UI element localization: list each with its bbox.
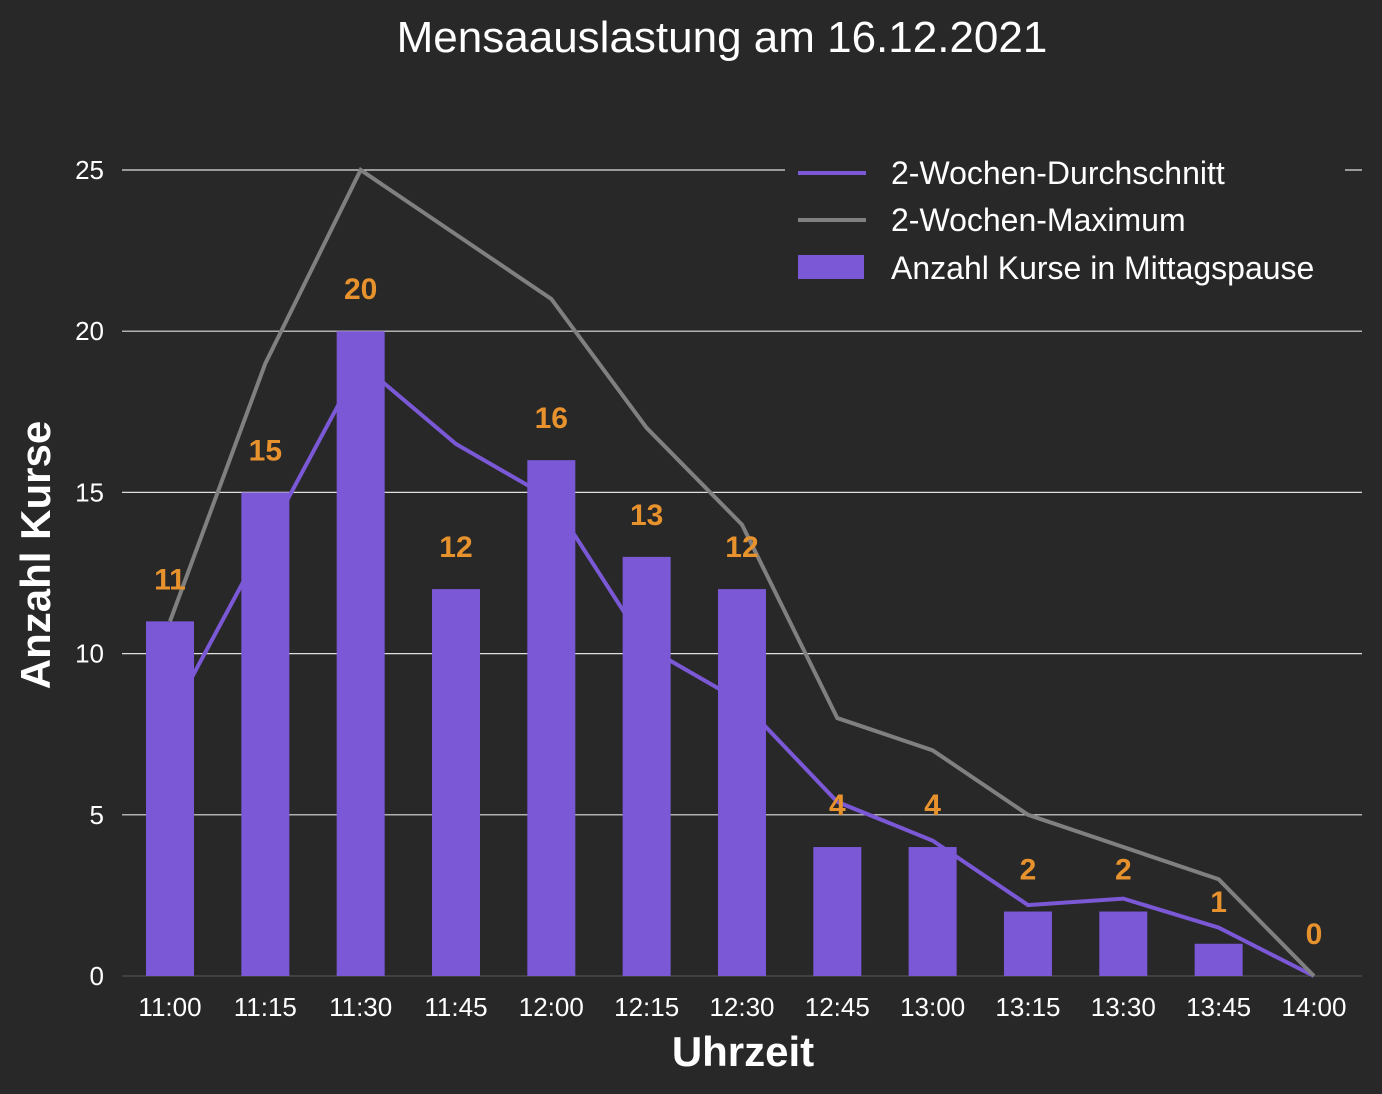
bar-value-label: 11: [154, 563, 186, 596]
bar: [527, 460, 576, 976]
legend-label-kurse: Anzahl Kurse in Mittagspause: [891, 250, 1314, 286]
x-tick-label: 11:30: [329, 992, 392, 1022]
y-tick-label: 0: [90, 961, 104, 991]
bar-value-label: 0: [1306, 918, 1323, 951]
x-tick-label: 12:30: [709, 992, 774, 1022]
bar-value-label: 2: [1020, 854, 1037, 887]
bar: [717, 589, 766, 976]
legend-swatch-kurse: [798, 255, 864, 279]
y-tick-label: 10: [75, 639, 104, 669]
bar: [622, 556, 671, 976]
y-axis-ticks: 0 5 10 15 20 25: [75, 155, 104, 991]
chart-title: Mensaauslastung am 16.12.2021: [397, 13, 1048, 62]
x-tick-label: 13:00: [900, 992, 965, 1022]
bar-series: [146, 331, 1243, 976]
bar-value-label: 2: [1115, 854, 1132, 887]
x-tick-label: 12:00: [519, 992, 584, 1022]
bar-value-label: 12: [439, 531, 472, 564]
legend: 2-Wochen-Durchschnitt 2-Wochen-Maximum A…: [785, 150, 1345, 288]
bar: [1194, 943, 1243, 976]
line-durchschnitt: [168, 360, 1315, 978]
bar: [336, 331, 385, 976]
x-tick-label: 13:15: [995, 992, 1060, 1022]
bar: [1003, 911, 1052, 976]
bar-value-label: 13: [630, 499, 663, 532]
bar-value-label: 20: [344, 273, 377, 306]
bar: [908, 847, 957, 976]
x-axis-ticks: 11:00 11:15 11:30 11:45 12:00 12:15 12:30 12:45…: [138, 992, 1346, 1022]
data-labels: 11 15 20 12 16 13 12 4 4 2 2 1 0: [154, 273, 1322, 951]
x-tick-label: 11:15: [234, 992, 297, 1022]
x-tick-label: 11:45: [424, 992, 487, 1022]
y-tick-label: 5: [90, 800, 104, 830]
x-tick-label: 14:00: [1281, 992, 1346, 1022]
x-tick-label: 12:45: [805, 992, 870, 1022]
bar-value-label: 4: [829, 789, 846, 822]
y-tick-label: 20: [75, 316, 104, 346]
bar: [146, 621, 194, 976]
bar: [431, 589, 480, 976]
bar: [241, 492, 290, 976]
legend-label-maximum: 2-Wochen-Maximum: [891, 202, 1186, 238]
x-tick-label: 13:45: [1186, 992, 1251, 1022]
x-tick-label: 11:00: [138, 992, 201, 1022]
y-tick-label: 15: [75, 477, 104, 507]
x-tick-label: 12:15: [614, 992, 679, 1022]
bar-value-label: 12: [725, 531, 758, 564]
bar: [813, 847, 862, 976]
legend-background: [785, 150, 1345, 288]
x-tick-label: 13:30: [1091, 992, 1156, 1022]
y-axis-label: Anzahl Kurse: [12, 421, 59, 689]
x-axis-label: Uhrzeit: [672, 1028, 814, 1075]
line-maximum: [168, 167, 1316, 978]
y-tick-label: 25: [75, 155, 104, 185]
bar-value-label: 1: [1210, 886, 1227, 919]
legend-label-durchschnitt: 2-Wochen-Durchschnitt: [891, 155, 1225, 191]
line-series: [168, 167, 1316, 978]
bar-value-label: 4: [924, 789, 941, 822]
bar-value-label: 15: [249, 434, 282, 467]
bar-value-label: 16: [535, 402, 568, 435]
bar: [1099, 911, 1148, 976]
